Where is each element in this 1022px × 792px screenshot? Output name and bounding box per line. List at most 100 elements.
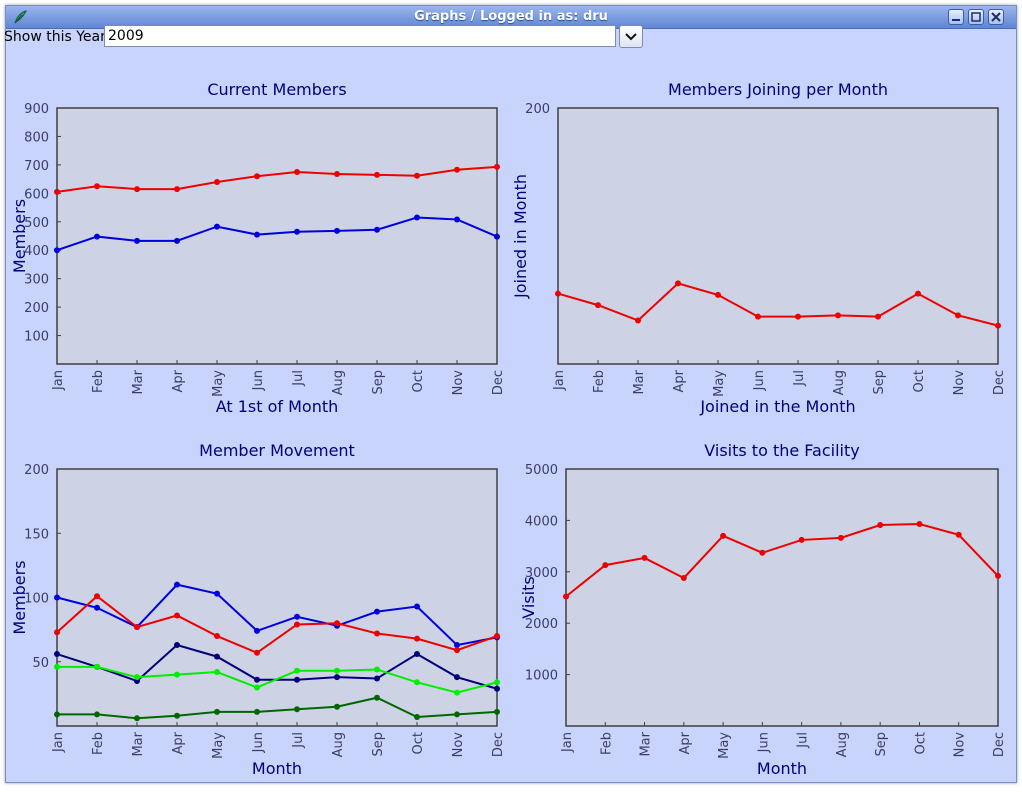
member-movement-series-0-point bbox=[94, 604, 100, 611]
current-members-series-0-point bbox=[374, 171, 380, 178]
current-members-series-0-point bbox=[54, 188, 60, 195]
members-joining-x-tick-label: Mar bbox=[632, 369, 647, 394]
member-movement-series-2-point bbox=[454, 674, 460, 681]
members-joining-x-tick-label: Sep bbox=[872, 370, 887, 395]
visits-series-0-point bbox=[877, 522, 884, 529]
visits-y-tick-label: 2000 bbox=[525, 617, 558, 632]
visits-series-0-line bbox=[565, 522, 999, 598]
members-joining-x-tick-label: Nov bbox=[952, 370, 967, 396]
member-movement-x-tick-label: Mar bbox=[131, 731, 146, 756]
members-joining-title: Members Joining per Month bbox=[668, 80, 888, 99]
current-members-series-1-point bbox=[334, 227, 340, 234]
current-members-y-tick-label: 400 bbox=[24, 244, 49, 259]
members-joining-x-tick-label: Feb bbox=[592, 370, 607, 393]
member-movement-series-0-point bbox=[54, 594, 60, 601]
current-members-y-tick-label: 100 bbox=[24, 330, 49, 345]
current-members-y-tick-label: 500 bbox=[24, 216, 49, 231]
current-members-series-0-line bbox=[56, 165, 498, 193]
visits-x-tick-label: Mar bbox=[639, 731, 654, 756]
member-movement-series-1-point bbox=[134, 624, 140, 631]
visits-y-axis-label: Visits bbox=[519, 576, 538, 618]
member-movement-series-4-point bbox=[134, 715, 140, 722]
year-dropdown-button[interactable] bbox=[619, 25, 643, 48]
member-movement-series-0-point bbox=[414, 603, 420, 610]
members-joining-series-0-point bbox=[915, 290, 921, 297]
members-joining-x-axis-label: Joined in the Month bbox=[699, 397, 855, 416]
minimize-button[interactable] bbox=[948, 9, 964, 25]
member-movement-series-0-line bbox=[56, 583, 498, 647]
member-movement-series-3-point bbox=[214, 669, 220, 676]
member-movement-series-4-point bbox=[54, 711, 60, 718]
visits-series-0-point bbox=[759, 549, 766, 556]
members-joining-x-tick-label: Dec bbox=[992, 370, 1007, 395]
close-button[interactable] bbox=[988, 9, 1004, 25]
current-members-series-0-point bbox=[134, 186, 140, 193]
members-joining-series-0-point bbox=[835, 312, 841, 319]
members-joining-series-0-point bbox=[715, 291, 721, 298]
current-members-series-1-point bbox=[94, 233, 100, 240]
member-movement-series-4-point bbox=[214, 708, 220, 715]
visits-y-tick-label: 1000 bbox=[525, 669, 558, 684]
app-feather-icon bbox=[14, 10, 27, 24]
member-movement-series-4-point bbox=[494, 708, 500, 715]
visits-y-tick-label: 5000 bbox=[525, 463, 558, 478]
member-movement-series-3-line bbox=[57, 665, 498, 694]
current-members-series-0-point bbox=[254, 173, 260, 180]
members-joining-x-tick-label: Apr bbox=[672, 369, 687, 392]
members-joining-x-tick-label: Aug bbox=[832, 370, 847, 395]
member-movement-series-1-point bbox=[94, 593, 100, 600]
current-members-x-tick-label: Aug bbox=[331, 370, 346, 395]
member-movement-series-3-point bbox=[134, 674, 140, 681]
visits-x-tick-label: Nov bbox=[953, 732, 968, 758]
current-members-series-1-point bbox=[294, 228, 300, 235]
current-members-y-tick-label: 200 bbox=[24, 301, 49, 316]
year-input[interactable] bbox=[104, 25, 616, 47]
current-members-y-tick-label: 900 bbox=[24, 102, 49, 117]
visits-x-tick-label: Jan bbox=[560, 732, 575, 753]
member-movement-series-0-point bbox=[174, 581, 180, 588]
visits-series-0-point bbox=[798, 536, 805, 543]
members-joining-series-0-point bbox=[555, 290, 561, 297]
members-joining-plot-area bbox=[557, 107, 999, 365]
current-members-series-1-point bbox=[214, 223, 220, 230]
member-movement-series-3-point bbox=[414, 679, 420, 686]
current-members-series-0-point bbox=[294, 169, 300, 175]
current-members-y-tick-label: 700 bbox=[24, 159, 49, 174]
members-joining-series-0-point bbox=[875, 313, 881, 320]
members-joining-series-0-point bbox=[595, 302, 601, 309]
current-members-plot-area bbox=[56, 107, 498, 365]
member-movement-y-tick-label: 100 bbox=[24, 592, 49, 607]
member-movement-series-4-point bbox=[174, 712, 180, 719]
members-joining-series-0-point bbox=[675, 280, 681, 287]
visits-x-tick-label: Sep bbox=[874, 732, 889, 757]
current-members-x-tick-label: Nov bbox=[451, 370, 466, 396]
member-movement-plot-area bbox=[56, 468, 498, 727]
member-movement-x-tick-label: May bbox=[211, 732, 226, 759]
member-movement-series-2-point bbox=[254, 676, 260, 683]
member-movement-series-1-point bbox=[254, 649, 260, 656]
member-movement-series-0-point bbox=[294, 613, 300, 620]
member-movement-series-1-point bbox=[214, 633, 220, 640]
current-members-series-0-point bbox=[94, 183, 100, 190]
visits-x-tick-label: Aug bbox=[835, 732, 850, 757]
visits-series-0-point bbox=[720, 532, 727, 539]
member-movement-series-3-point bbox=[494, 679, 500, 686]
member-movement-x-tick-label: Dec bbox=[491, 732, 506, 757]
maximize-button[interactable] bbox=[968, 9, 984, 25]
member-movement-series-1-point bbox=[54, 629, 60, 636]
members-joining-y-tick-label: 200 bbox=[525, 102, 550, 117]
visits-title: Visits to the Facility bbox=[704, 441, 859, 460]
member-movement-x-tick-label: Sep bbox=[371, 732, 386, 757]
member-movement-series-4-point bbox=[294, 706, 300, 713]
member-movement-series-2-point bbox=[54, 651, 60, 658]
member-movement-series-2-point bbox=[214, 653, 220, 660]
visits-x-tick-label: Dec bbox=[992, 732, 1007, 757]
current-members-series-1-line bbox=[56, 216, 498, 252]
current-members-series-0-point bbox=[174, 186, 180, 193]
visits-x-tick-label: Jun bbox=[756, 732, 771, 753]
close-icon bbox=[991, 12, 1001, 22]
member-movement-series-4-point bbox=[254, 708, 260, 715]
members-joining-series-0-point bbox=[755, 313, 761, 320]
maximize-icon bbox=[971, 12, 981, 22]
member-movement-series-3-point bbox=[94, 663, 100, 670]
